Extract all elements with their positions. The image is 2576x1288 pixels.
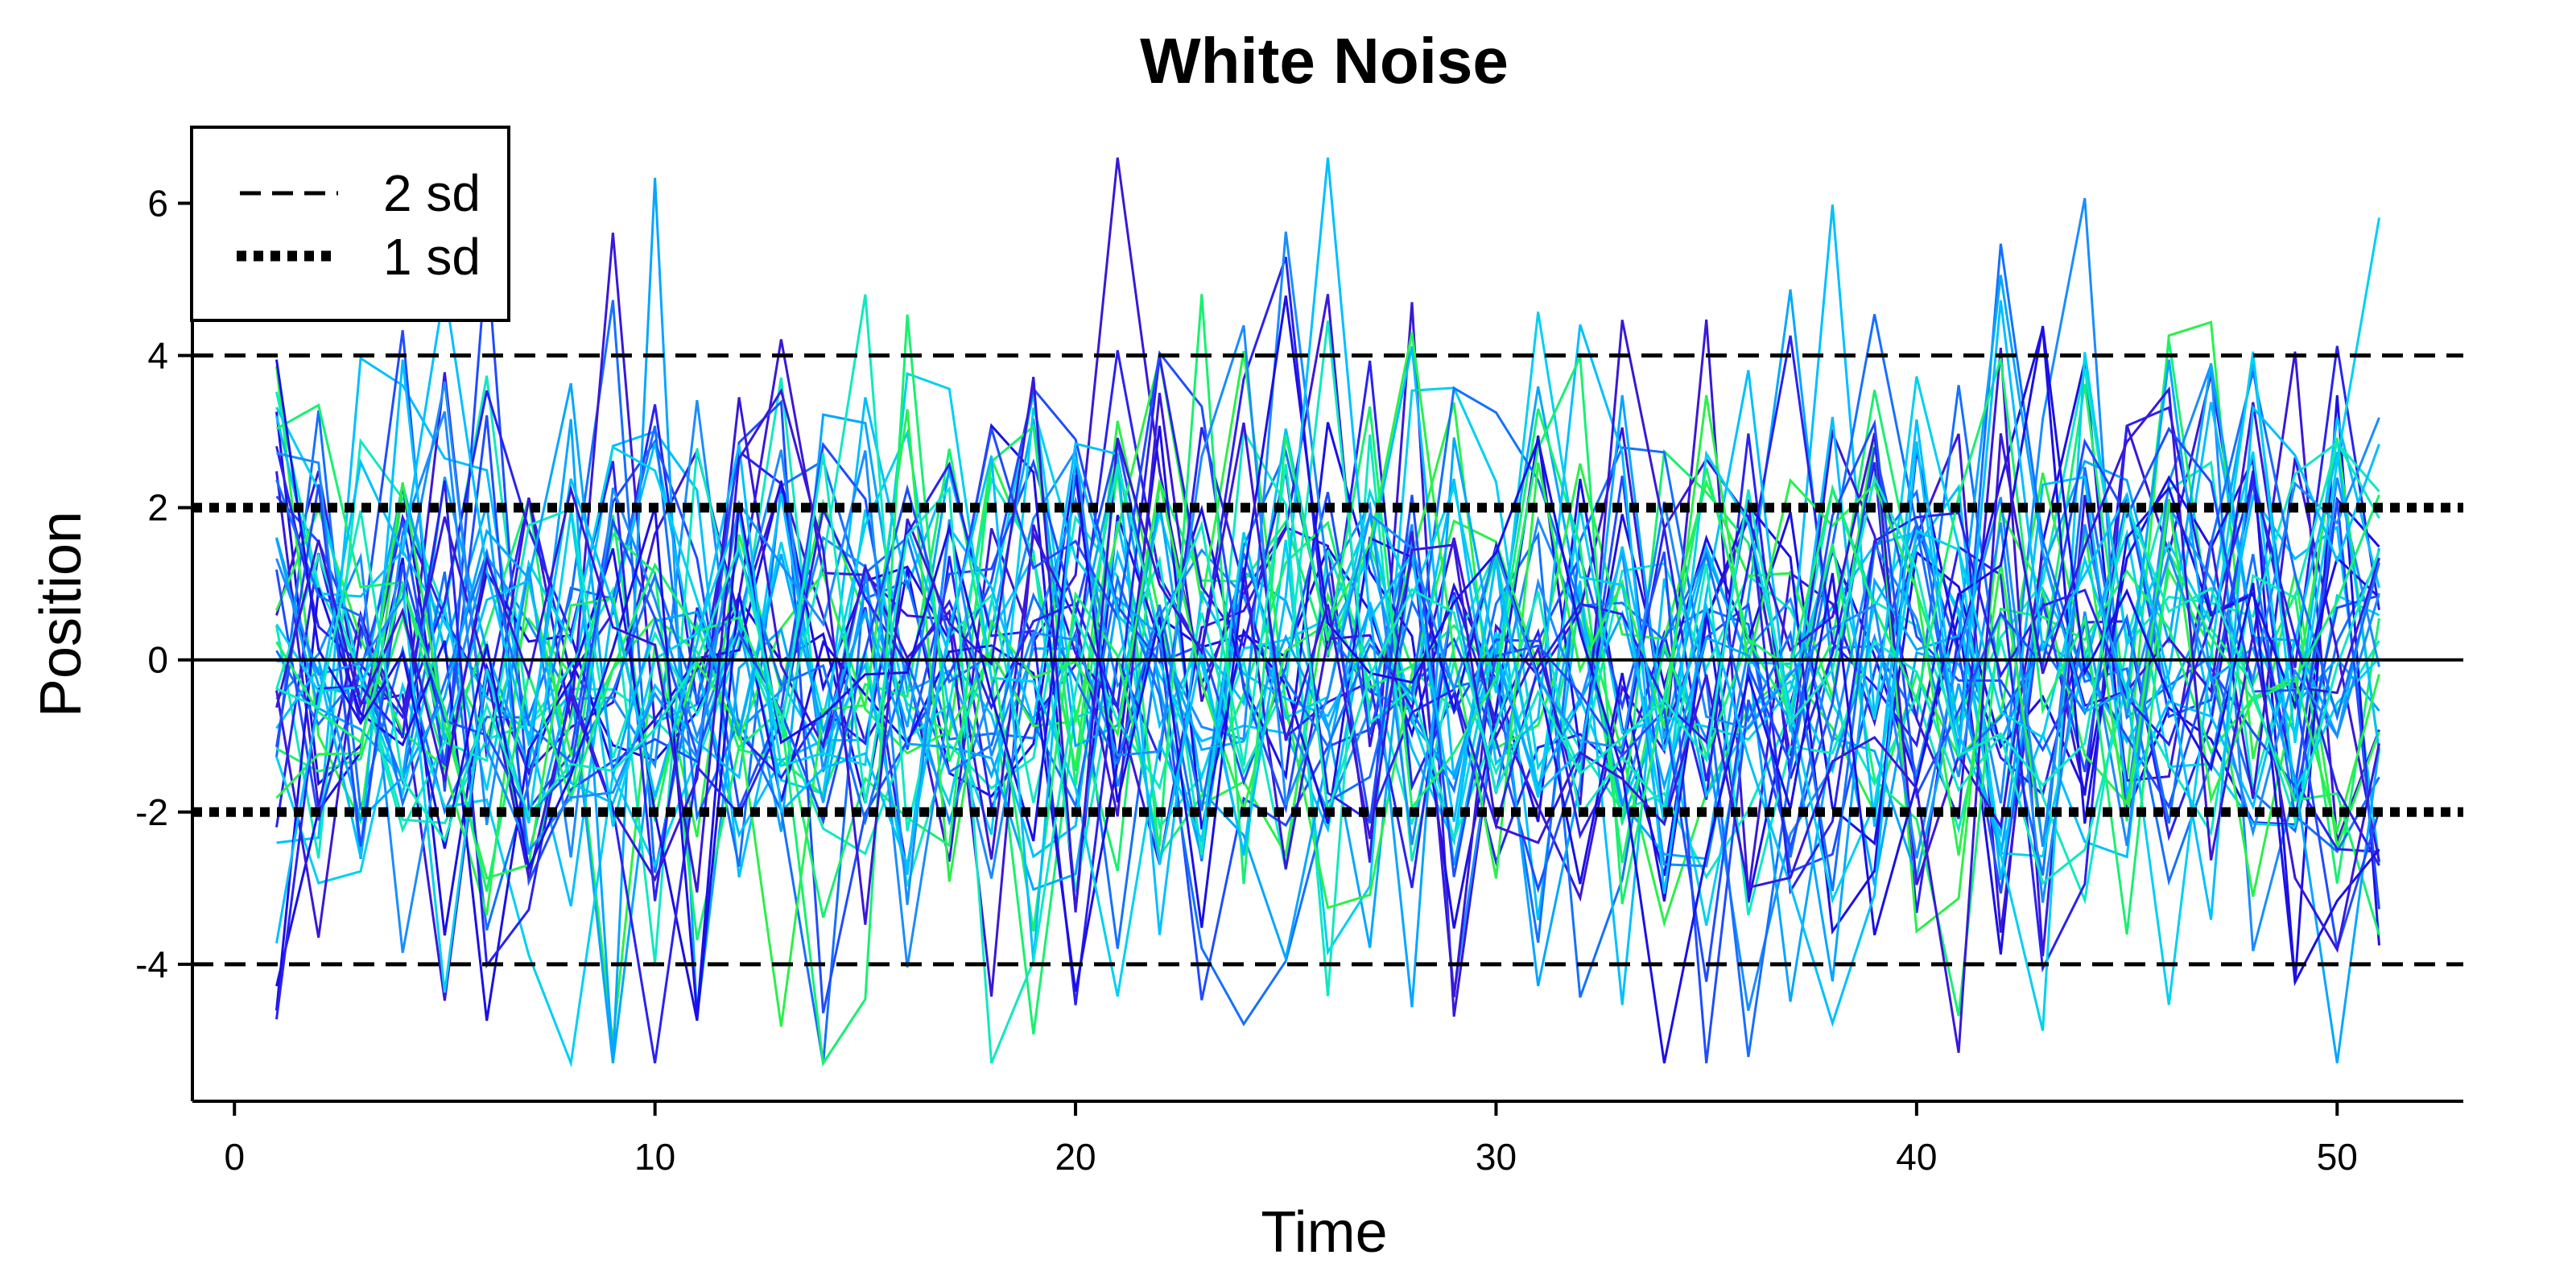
noise-series-line: [275, 356, 2380, 1063]
y-ticks: -4 -2 0 2 4 6: [135, 183, 192, 985]
x-tick-label: 30: [1476, 1136, 1517, 1178]
y-axis-label: Position: [29, 511, 93, 717]
y-tick-label: 0: [147, 639, 168, 681]
noise-series-line: [275, 371, 2380, 892]
x-tick-label: 50: [2317, 1136, 2358, 1178]
noise-series-line: [275, 324, 2380, 906]
legend-box: [190, 126, 510, 322]
noise-series-line: [275, 243, 2380, 1063]
noise-series-line: [275, 157, 2380, 1027]
chart-title: White Noise: [1140, 25, 1509, 97]
noise-series-group: [275, 157, 2380, 1068]
y-tick-label: -2: [135, 791, 168, 833]
x-tick-label: 0: [224, 1136, 245, 1178]
y-tick-label: 6: [147, 183, 168, 225]
x-ticks: 0 10 20 30 40 50: [224, 1101, 2358, 1178]
noise-series-line: [275, 295, 2380, 1063]
noise-series-line: [275, 294, 2380, 916]
y-tick-label: 2: [147, 487, 168, 529]
y-tick-label: -4: [135, 943, 168, 985]
y-tick-label: 4: [147, 335, 168, 377]
x-tick-label: 20: [1055, 1136, 1096, 1178]
x-axis-label: Time: [1261, 1200, 1387, 1265]
noise-series-line: [275, 376, 2380, 1054]
legend: 2 sd 1 sd: [190, 126, 510, 322]
noise-series-line: [275, 349, 2380, 982]
legend-label-2sd: 2 sd: [383, 164, 481, 222]
reference-lines-group: [192, 353, 2463, 967]
noise-series-line: [276, 275, 2380, 1063]
noise-series-line: [275, 386, 2380, 1068]
x-tick-label: 10: [634, 1136, 675, 1178]
noise-series-line: [275, 403, 2380, 1017]
x-tick-label: 40: [1896, 1136, 1937, 1178]
legend-label-1sd: 1 sd: [383, 228, 481, 286]
noise-series-line: [275, 299, 2380, 998]
